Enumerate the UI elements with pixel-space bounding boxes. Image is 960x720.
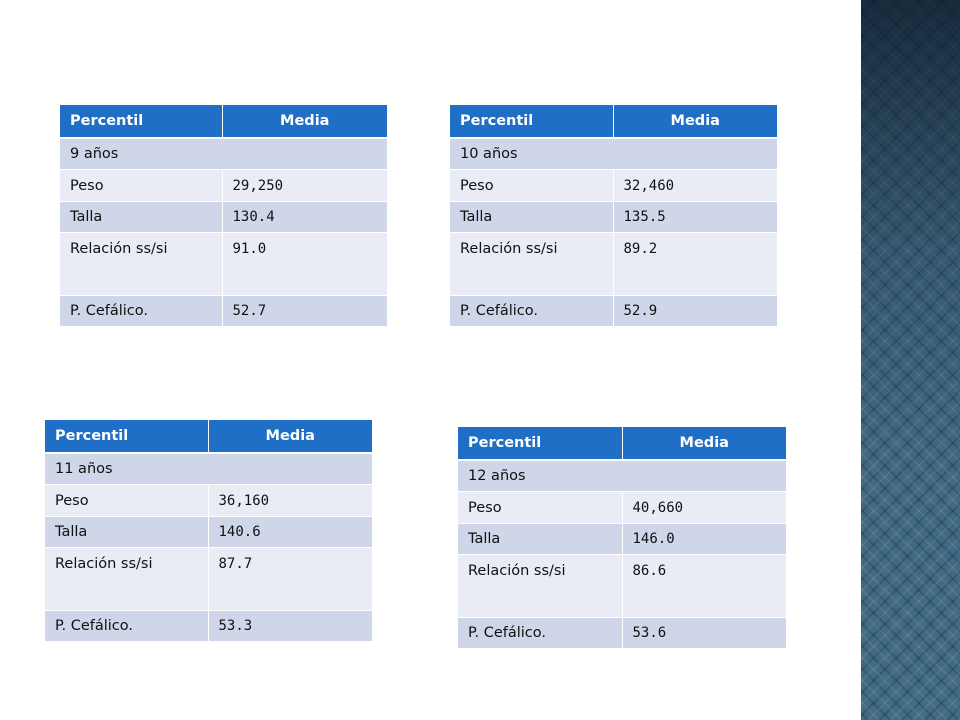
header-percentil: Percentil	[458, 427, 623, 461]
table-row: Talla 146.0	[458, 523, 786, 555]
percentile-table-12-years: Percentil Media 12 años Peso 40,660 Tall…	[458, 427, 786, 649]
age-row: 11 años	[45, 453, 372, 485]
row-value: 86.6	[622, 554, 786, 618]
table-header-row: Percentil Media	[60, 105, 387, 139]
row-value: 87.7	[208, 547, 372, 611]
age-cell: 9 años	[60, 138, 387, 170]
row-label: Peso	[60, 169, 223, 202]
table-row: Peso 36,160	[45, 484, 372, 517]
row-value: 36,160	[208, 484, 372, 517]
age-row: 12 años	[458, 460, 786, 492]
table-row: Talla 135.5	[450, 201, 777, 233]
row-label: Talla	[45, 516, 209, 548]
table-row: P. Cefálico. 53.3	[45, 610, 372, 642]
row-value: 53.3	[208, 610, 372, 642]
row-value: 52.7	[222, 295, 387, 327]
table-row: Peso 29,250	[60, 169, 387, 202]
percentile-table-11-years: Percentil Media 11 años Peso 36,160 Tall…	[45, 420, 372, 642]
row-label: P. Cefálico.	[450, 295, 614, 327]
row-value: 29,250	[222, 169, 387, 202]
header-media: Media	[613, 105, 777, 139]
table-row: Talla 130.4	[60, 201, 387, 233]
row-label: Relación ss/si	[450, 232, 614, 296]
row-label: Relación ss/si	[45, 547, 209, 611]
table-row: P. Cefálico. 53.6	[458, 617, 786, 649]
row-value: 40,660	[622, 491, 786, 524]
table-row: Peso 40,660	[458, 491, 786, 524]
age-cell: 10 años	[450, 138, 777, 170]
header-media: Media	[222, 105, 387, 139]
table-header-row: Percentil Media	[458, 427, 786, 461]
table-row: Peso 32,460	[450, 169, 777, 202]
row-value: 140.6	[208, 516, 372, 548]
table-row: P. Cefálico. 52.9	[450, 295, 777, 327]
table-header-row: Percentil Media	[45, 420, 372, 454]
row-label: P. Cefálico.	[458, 617, 623, 649]
age-cell: 12 años	[458, 460, 786, 492]
percentile-table-9-years: Percentil Media 9 años Peso 29,250 Talla…	[60, 105, 387, 327]
table-header-row: Percentil Media	[450, 105, 777, 139]
row-label: Talla	[458, 523, 623, 555]
table-row: Relación ss/si 86.6	[458, 554, 786, 618]
row-label: Talla	[450, 201, 614, 233]
row-value: 146.0	[622, 523, 786, 555]
decorative-side-panel	[855, 0, 960, 720]
row-label: Relación ss/si	[458, 554, 623, 618]
row-label: Peso	[45, 484, 209, 517]
row-label: P. Cefálico.	[60, 295, 223, 327]
header-percentil: Percentil	[450, 105, 614, 139]
row-label: Talla	[60, 201, 223, 233]
row-value: 135.5	[613, 201, 777, 233]
table-row: Relación ss/si 89.2	[450, 232, 777, 296]
row-label: Peso	[450, 169, 614, 202]
table-row: P. Cefálico. 52.7	[60, 295, 387, 327]
row-value: 52.9	[613, 295, 777, 327]
row-label: Peso	[458, 491, 623, 524]
age-cell: 11 años	[45, 453, 372, 485]
row-value: 53.6	[622, 617, 786, 649]
table-row: Talla 140.6	[45, 516, 372, 548]
header-percentil: Percentil	[60, 105, 223, 139]
row-value: 130.4	[222, 201, 387, 233]
row-label: P. Cefálico.	[45, 610, 209, 642]
age-row: 9 años	[60, 138, 387, 170]
percentile-table-10-years: Percentil Media 10 años Peso 32,460 Tall…	[450, 105, 777, 327]
table-row: Relación ss/si 91.0	[60, 232, 387, 296]
header-media: Media	[208, 420, 372, 454]
row-value: 32,460	[613, 169, 777, 202]
row-label: Relación ss/si	[60, 232, 223, 296]
row-value: 89.2	[613, 232, 777, 296]
header-percentil: Percentil	[45, 420, 209, 454]
header-media: Media	[622, 427, 786, 461]
table-row: Relación ss/si 87.7	[45, 547, 372, 611]
row-value: 91.0	[222, 232, 387, 296]
age-row: 10 años	[450, 138, 777, 170]
